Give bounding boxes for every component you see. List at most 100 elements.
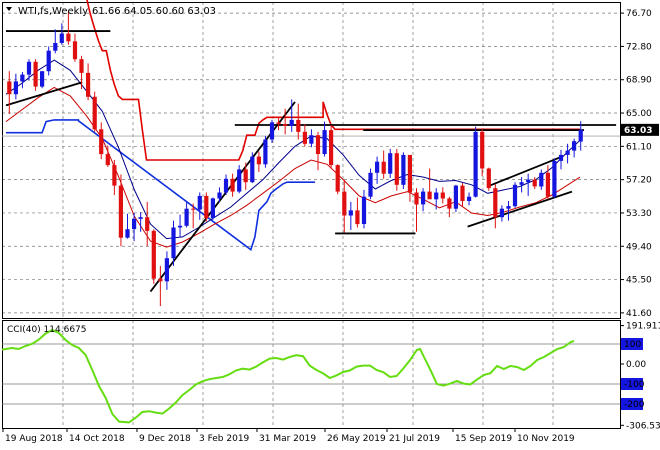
candle-body-18	[125, 229, 130, 238]
date-tick-label-6: 21 Jul 2019	[389, 434, 440, 444]
price-tick-label-1: 72.80	[626, 42, 652, 52]
candle-body-46	[309, 135, 314, 144]
candle-body-4	[33, 61, 38, 87]
candle-body-30	[204, 195, 209, 219]
candle-body-49	[329, 130, 334, 166]
candle-body-47	[315, 135, 321, 154]
candle-body-78	[519, 182, 524, 185]
candle-body-75	[499, 208, 504, 218]
ohlc-readout: 61.66 64.05 60.60 63.03	[92, 6, 216, 17]
cci-level-badge-1	[621, 338, 643, 350]
candle-body-0	[7, 81, 12, 95]
candle-body-70	[467, 196, 472, 201]
upper-band-line	[86, 0, 580, 161]
candle-body-62	[414, 192, 419, 205]
candlestick-series	[7, 11, 583, 307]
candle-body-68	[453, 185, 458, 209]
candle-body-37	[250, 156, 255, 183]
price-tick-label-8: 45.50	[626, 276, 652, 286]
candle-body-9	[66, 33, 71, 42]
price-tick-label-7: 49.40	[626, 242, 652, 252]
candle-body-23	[158, 278, 163, 282]
candle-body-53	[355, 210, 360, 225]
candle-body-40	[269, 122, 275, 140]
last-price-badge	[621, 123, 659, 136]
cci-tick-label-1: 100	[624, 340, 641, 350]
cci-panel: 191.9111 100 0.00 -100 -200 -306.539	[1, 322, 660, 431]
candle-body-77	[512, 184, 518, 207]
candle-body-21	[145, 217, 150, 231]
candle-body-10	[72, 41, 78, 60]
candle-body-16	[112, 165, 117, 186]
candle-body-5	[40, 71, 45, 87]
candle-body-31	[210, 198, 215, 218]
candle-body-74	[493, 188, 498, 218]
candle-body-86	[572, 141, 577, 151]
candle-body-60	[401, 154, 406, 185]
candle-body-15	[105, 154, 110, 166]
lower-band-line	[6, 119, 316, 252]
price-tick-label-0: 76.70	[626, 9, 652, 19]
chevron-down-icon	[6, 7, 12, 11]
candle-body-80	[532, 179, 537, 187]
candle-body-65	[434, 192, 439, 200]
cci-label: CCI(40) 114.6675	[7, 325, 87, 335]
candle-body-28	[191, 208, 196, 210]
candle-body-56	[375, 161, 380, 173]
chart-title: WTI,fs,Weekly	[18, 6, 88, 17]
candle-body-38	[256, 156, 261, 165]
candle-body-51	[342, 191, 347, 216]
cci-tick-label-4: -200	[624, 400, 645, 410]
candle-body-33	[223, 178, 229, 193]
candle-body-82	[545, 172, 550, 197]
date-tick-label-4: 31 Mar 2019	[259, 434, 316, 444]
candle-body-87	[578, 129, 583, 142]
price-tick-label-4: 61.10	[626, 142, 652, 152]
candle-body-69	[460, 185, 465, 201]
candle-body-14	[99, 129, 104, 155]
date-tick-label-2: 9 Dec 2018	[139, 434, 191, 444]
candle-body-71	[473, 131, 478, 197]
candle-body-25	[171, 227, 176, 259]
trendline-1	[5, 81, 83, 107]
date-tick-label-5: 26 May 2019	[327, 434, 386, 444]
slow-ma-line	[5, 86, 581, 248]
candle-body-85	[565, 150, 570, 155]
candle-body-84	[558, 154, 564, 161]
candle-body-41	[276, 122, 281, 125]
cci-tick-label-2: 0.00	[626, 360, 646, 370]
cci-tick-label-0: 191.9111	[626, 322, 660, 332]
date-axis: 19 Aug 2018 14 Oct 2018 9 Dec 2018 3 Feb 20…	[2, 428, 575, 444]
candle-body-17	[118, 185, 123, 238]
date-tick-label-1: 14 Oct 2018	[69, 434, 125, 444]
candle-body-22	[151, 230, 156, 279]
price-tick-label-9: 41.60	[626, 309, 652, 319]
candle-body-3	[26, 61, 32, 75]
candle-body-54	[361, 196, 367, 224]
candle-body-12	[86, 72, 91, 97]
candle-body-55	[368, 172, 373, 197]
candle-body-63	[421, 191, 426, 205]
last-price-label: 63.03	[624, 126, 652, 136]
candle-body-27	[184, 208, 189, 226]
candle-body-35	[237, 169, 242, 192]
date-tick-label-0: 19 Aug 2018	[5, 434, 63, 444]
price-tick-label-3: 65.00	[626, 109, 652, 119]
cci-level-badge-3	[621, 378, 643, 390]
candle-body-48	[322, 130, 327, 154]
candle-body-58	[388, 153, 393, 174]
candle-body-1	[13, 81, 18, 95]
candle-body-57	[381, 161, 386, 174]
candle-body-79	[526, 179, 531, 183]
cci-frame	[2, 320, 621, 429]
plot-frames	[2, 2, 621, 429]
candle-body-44	[296, 119, 301, 132]
trendline-7	[487, 156, 561, 188]
candle-body-67	[447, 198, 452, 209]
candle-body-2	[20, 74, 25, 82]
candle-body-29	[197, 195, 202, 210]
candle-body-6	[46, 50, 51, 72]
candle-body-43	[289, 119, 294, 126]
candle-body-64	[427, 191, 432, 200]
